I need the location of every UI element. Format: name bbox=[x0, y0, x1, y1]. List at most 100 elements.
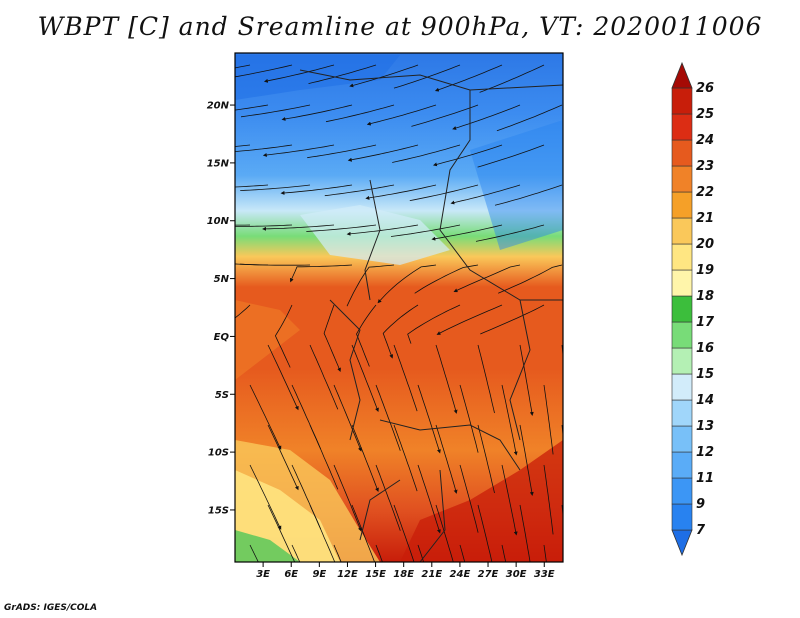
streamline bbox=[325, 104, 395, 123]
streamline bbox=[393, 344, 418, 412]
streamline bbox=[501, 544, 507, 562]
lon-tick-label: 24E bbox=[450, 569, 471, 580]
map-frame bbox=[234, 52, 564, 563]
streamline bbox=[351, 344, 379, 412]
streamline bbox=[239, 263, 311, 266]
colorbar-box bbox=[671, 425, 693, 453]
streamline bbox=[249, 544, 259, 562]
streamline bbox=[235, 104, 269, 111]
streamline bbox=[240, 184, 311, 191]
colorbar-box bbox=[671, 191, 693, 219]
streamline bbox=[417, 464, 441, 534]
colorbar-level-label: 13 bbox=[696, 419, 714, 434]
streamline bbox=[434, 64, 503, 92]
streamline bbox=[249, 384, 282, 450]
lon-tick-label: 3E bbox=[256, 569, 270, 580]
streamline bbox=[267, 504, 296, 562]
streamline bbox=[263, 64, 335, 83]
colorbar-box bbox=[671, 347, 693, 375]
streamline bbox=[308, 64, 377, 84]
colorbar-box bbox=[671, 87, 693, 115]
streamline bbox=[274, 304, 293, 368]
lon-tick-label: 27E bbox=[478, 569, 499, 580]
streamline bbox=[480, 304, 545, 335]
streamline bbox=[432, 144, 503, 167]
streamline bbox=[356, 304, 377, 367]
streamline bbox=[375, 384, 401, 451]
streamline bbox=[323, 304, 341, 372]
colorbar-box bbox=[671, 113, 693, 141]
lat-tick-label: 15S bbox=[208, 505, 229, 516]
country-borders bbox=[299, 69, 563, 562]
streamline bbox=[307, 144, 377, 159]
colorbar-box bbox=[671, 321, 693, 349]
colorbar-level-label: 24 bbox=[696, 133, 714, 148]
streamline bbox=[375, 464, 401, 531]
streamline bbox=[543, 384, 554, 455]
streamline bbox=[417, 544, 425, 562]
colorbar-level-label: 23 bbox=[696, 159, 714, 174]
streamline bbox=[235, 144, 251, 147]
streamline bbox=[351, 504, 375, 562]
streamline bbox=[382, 304, 419, 359]
streamline bbox=[477, 144, 545, 168]
streamline bbox=[392, 144, 461, 163]
streamline bbox=[240, 104, 311, 118]
streamline bbox=[477, 424, 495, 494]
streamline bbox=[291, 544, 301, 562]
streamline bbox=[496, 104, 563, 132]
streamline bbox=[435, 504, 454, 562]
streamline bbox=[477, 344, 495, 414]
streamline bbox=[281, 104, 353, 121]
streamline bbox=[235, 184, 269, 188]
streamline bbox=[543, 464, 554, 535]
colorbar-box bbox=[671, 269, 693, 297]
colorbar-level-label: 18 bbox=[696, 289, 714, 304]
lat-tick-label: EQ bbox=[214, 332, 230, 343]
streamline bbox=[450, 184, 521, 205]
streamline bbox=[393, 504, 415, 562]
colorbar-box bbox=[671, 165, 693, 193]
streamline bbox=[365, 184, 437, 200]
streamline bbox=[452, 104, 521, 130]
colorbar-box bbox=[671, 451, 693, 479]
streamline bbox=[543, 544, 547, 562]
streamline bbox=[235, 224, 251, 226]
colorbar-level-label: 20 bbox=[696, 237, 714, 252]
colorbar-box bbox=[671, 503, 693, 531]
colorbar-level-label: 19 bbox=[696, 263, 714, 278]
colorbar-level-label: 14 bbox=[696, 393, 714, 408]
colorbar-box bbox=[671, 139, 693, 167]
streamline bbox=[453, 264, 521, 293]
streamline bbox=[349, 64, 419, 88]
streamline bbox=[414, 264, 479, 294]
colorbar-high-triangle bbox=[671, 61, 693, 89]
colorbar-level-label: 7 bbox=[696, 523, 706, 538]
streamline bbox=[235, 64, 293, 78]
streamline bbox=[235, 64, 251, 69]
streamline bbox=[346, 264, 395, 307]
map-title: WBPT [C] and Sreamline at 900hPa, VT: 20… bbox=[37, 12, 763, 41]
streamline bbox=[519, 424, 534, 496]
streamline bbox=[519, 504, 531, 562]
lat-tick-label: 5S bbox=[215, 390, 229, 401]
streamline bbox=[333, 384, 362, 452]
lat-tick-label: 15N bbox=[207, 158, 230, 169]
streamline bbox=[309, 424, 339, 490]
streamline bbox=[435, 424, 458, 494]
colorbar-low-triangle bbox=[671, 529, 693, 557]
streamline bbox=[393, 424, 418, 492]
streamline bbox=[346, 224, 419, 236]
colorbar-box bbox=[671, 399, 693, 427]
lon-tick-label: 30E bbox=[506, 569, 527, 580]
streamline bbox=[501, 464, 518, 536]
streamline bbox=[309, 344, 339, 410]
colorbar-box bbox=[671, 243, 693, 271]
streamline bbox=[267, 424, 299, 491]
latitude-axis: 20N 15N 10N 5N EQ 5S 10S 15S bbox=[207, 101, 235, 516]
streamline bbox=[324, 184, 395, 197]
lat-tick-label: 5N bbox=[214, 274, 230, 285]
streamline bbox=[262, 224, 335, 231]
colorbar-box bbox=[671, 217, 693, 245]
